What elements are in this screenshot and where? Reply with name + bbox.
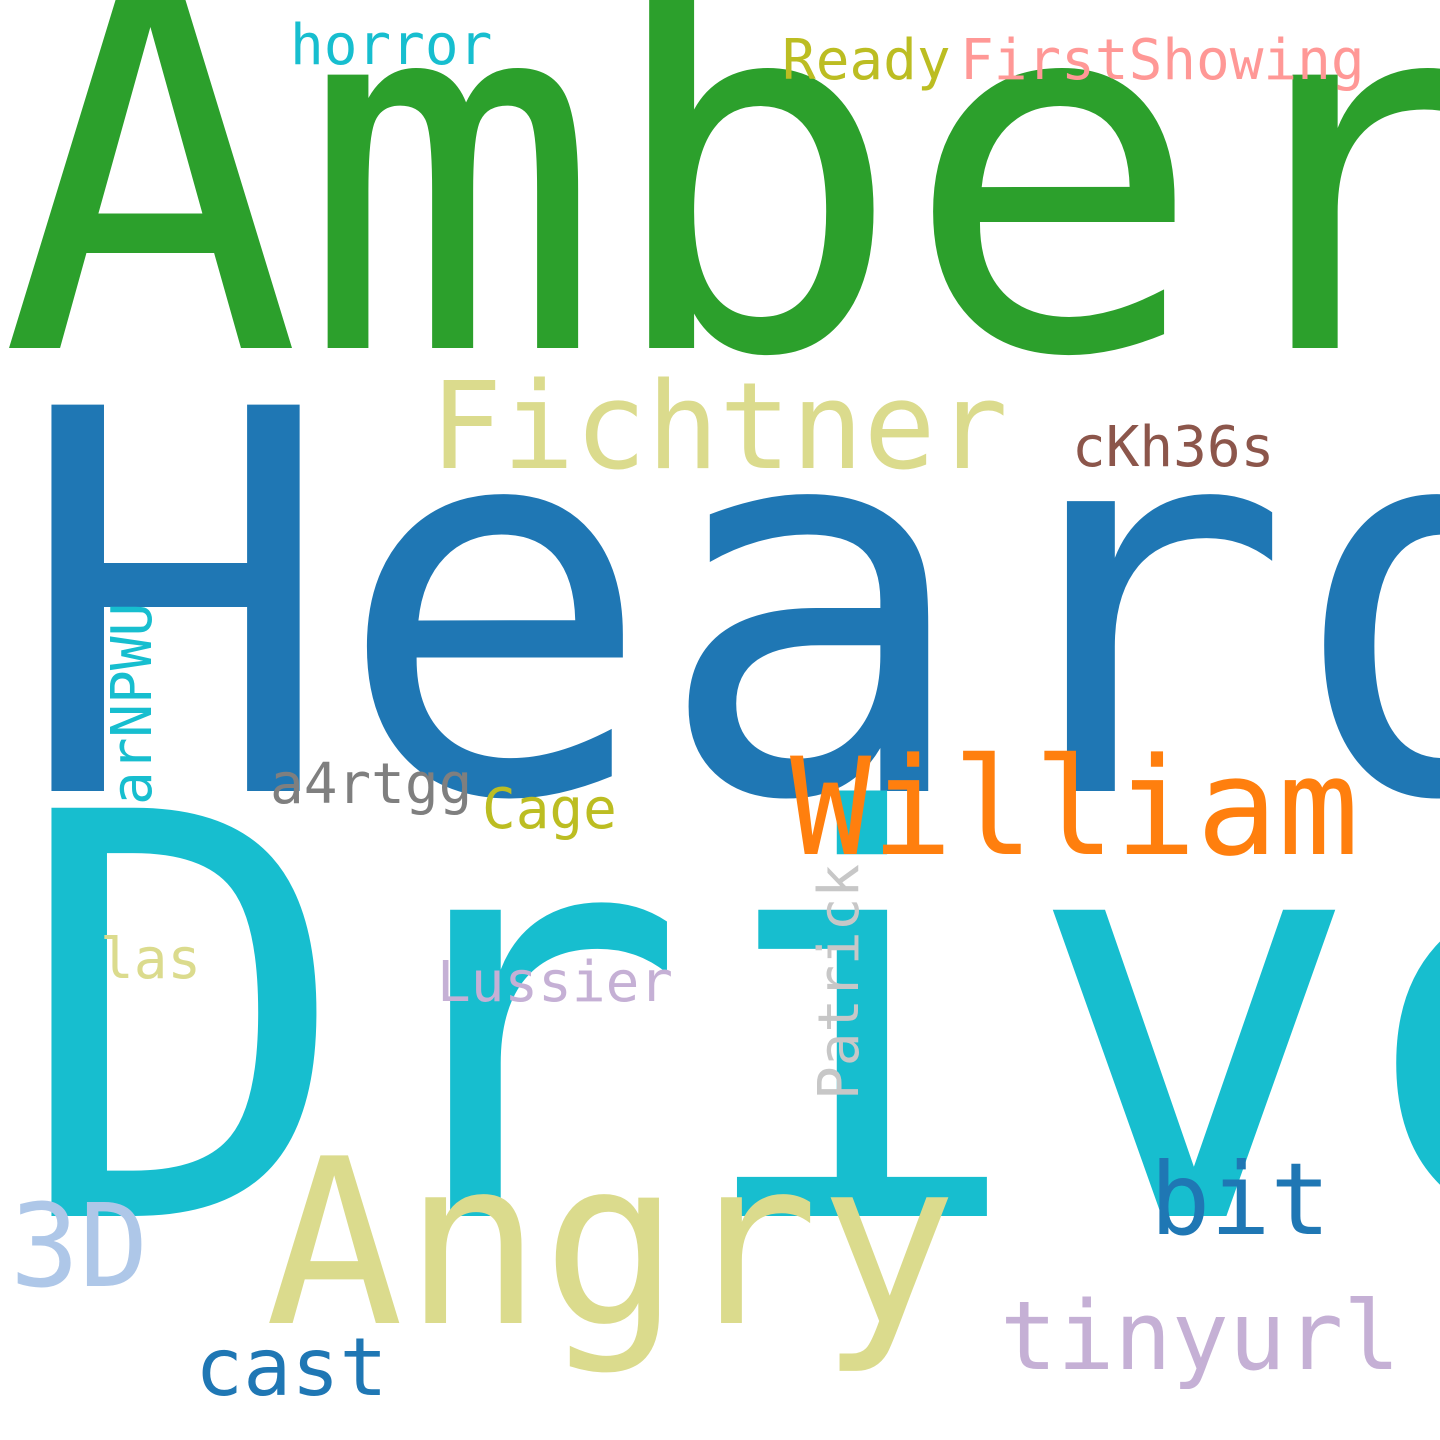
word-las: las [100, 927, 202, 992]
word-ckh36s: cKh36s [1072, 415, 1275, 480]
word-angry: Angry [265, 1111, 958, 1378]
word-bit: bit [1150, 1141, 1331, 1258]
word-tinyurl: tinyurl [1000, 1282, 1401, 1392]
word-amber: Amber [0, 0, 1440, 466]
word-cast: cast [195, 1321, 388, 1414]
word-william: William [790, 729, 1359, 886]
word-a4rtgg: a4rtgg [270, 752, 473, 817]
word-cage: Cage [482, 777, 617, 842]
word-firstshowing: FirstShowing [960, 28, 1365, 93]
word-ready: Ready [782, 28, 951, 93]
word-fichtner: Fichtner [430, 358, 1008, 497]
word-3d: 3D [10, 1180, 149, 1314]
word-arnpwu: arNPWU [100, 602, 165, 805]
word-lussier: Lussier [437, 950, 674, 1015]
word-drive: Drive [14, 697, 1440, 1349]
word-heard: Heard [16, 299, 1440, 916]
word-patrick: Patrick [807, 863, 872, 1100]
word-horror: horror [290, 13, 493, 78]
